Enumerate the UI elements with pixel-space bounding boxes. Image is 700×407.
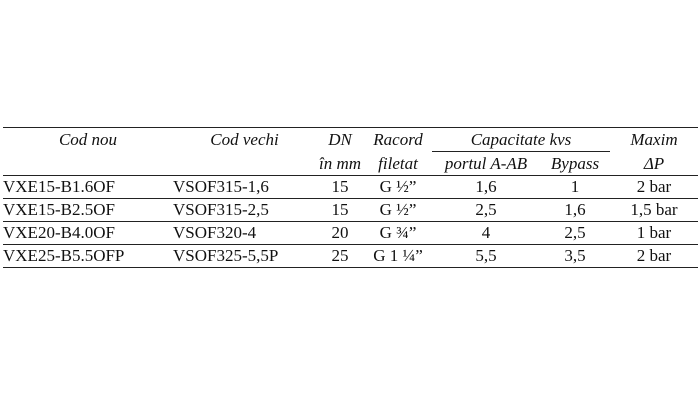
cell-bypass: 2,5	[540, 221, 610, 245]
cell-racord: G ½”	[364, 175, 432, 199]
cell-racord: G 1 ¼”	[364, 244, 432, 268]
cell-dn: 20	[316, 221, 364, 245]
header-portul: portul A-AB	[432, 151, 540, 176]
header-cod-nou: Cod nou	[58, 130, 118, 150]
table-row: VXE20-B4.0OF VSOF320-4 20 G ¾” 4 2,5 1 b…	[3, 221, 698, 245]
header-row-top: Cod nou Cod vechi DN Racord Capacitate k…	[3, 127, 698, 152]
cell-maxim: 1,5 bar	[610, 198, 698, 222]
header-delta-p: ΔP	[610, 151, 698, 176]
cell-cod-vechi: VSOF325-5,5P	[173, 244, 316, 268]
cell-maxim: 2 bar	[610, 175, 698, 199]
header-capacitate: Capacitate kvs	[432, 127, 610, 152]
cell-dn: 15	[316, 175, 364, 199]
cell-portul: 4	[432, 221, 540, 245]
table-row: VXE15-B2.5OF VSOF315-2,5 15 G ½” 2,5 1,6…	[3, 198, 698, 222]
cell-portul: 5,5	[432, 244, 540, 268]
header-dn-unit: în mm	[316, 151, 364, 176]
cell-racord: G ¾”	[364, 221, 432, 245]
cell-cod-nou: VXE15-B1.6OF	[3, 175, 173, 199]
header-racord: Racord	[373, 130, 423, 150]
cell-cod-nou: VXE25-B5.5OFP	[3, 244, 173, 268]
cell-portul: 1,6	[432, 175, 540, 199]
header-maxim: Maxim	[630, 130, 678, 150]
cell-cod-vechi: VSOF315-2,5	[173, 198, 316, 222]
cell-bypass: 1,6	[540, 198, 610, 222]
header-racord-filetat: filetat	[364, 151, 432, 176]
cell-dn: 25	[316, 244, 364, 268]
header-dn: DN	[328, 130, 352, 150]
cell-bypass: 3,5	[540, 244, 610, 268]
header-cod-nou-blank	[3, 151, 173, 176]
valve-spec-table: Cod nou Cod vechi DN Racord Capacitate k…	[3, 127, 698, 268]
table-row: VXE25-B5.5OFP VSOF325-5,5P 25 G 1 ¼” 5,5…	[3, 244, 698, 268]
cell-racord: G ½”	[364, 198, 432, 222]
cell-maxim: 1 bar	[610, 221, 698, 245]
cell-bypass: 1	[540, 175, 610, 199]
cell-cod-nou: VXE20-B4.0OF	[3, 221, 173, 245]
cell-cod-vechi: VSOF315-1,6	[173, 175, 316, 199]
table-row: VXE15-B1.6OF VSOF315-1,6 15 G ½” 1,6 1 2…	[3, 175, 698, 199]
cell-maxim: 2 bar	[610, 244, 698, 268]
header-cod-vechi-blank	[173, 151, 316, 176]
header-cod-vechi: Cod vechi	[210, 130, 279, 150]
header-bypass: Bypass	[540, 151, 610, 176]
cell-dn: 15	[316, 198, 364, 222]
cell-cod-vechi: VSOF320-4	[173, 221, 316, 245]
header-row-bottom: în mm filetat portul A-AB Bypass ΔP	[3, 151, 698, 176]
cell-cod-nou: VXE15-B2.5OF	[3, 198, 173, 222]
cell-portul: 2,5	[432, 198, 540, 222]
